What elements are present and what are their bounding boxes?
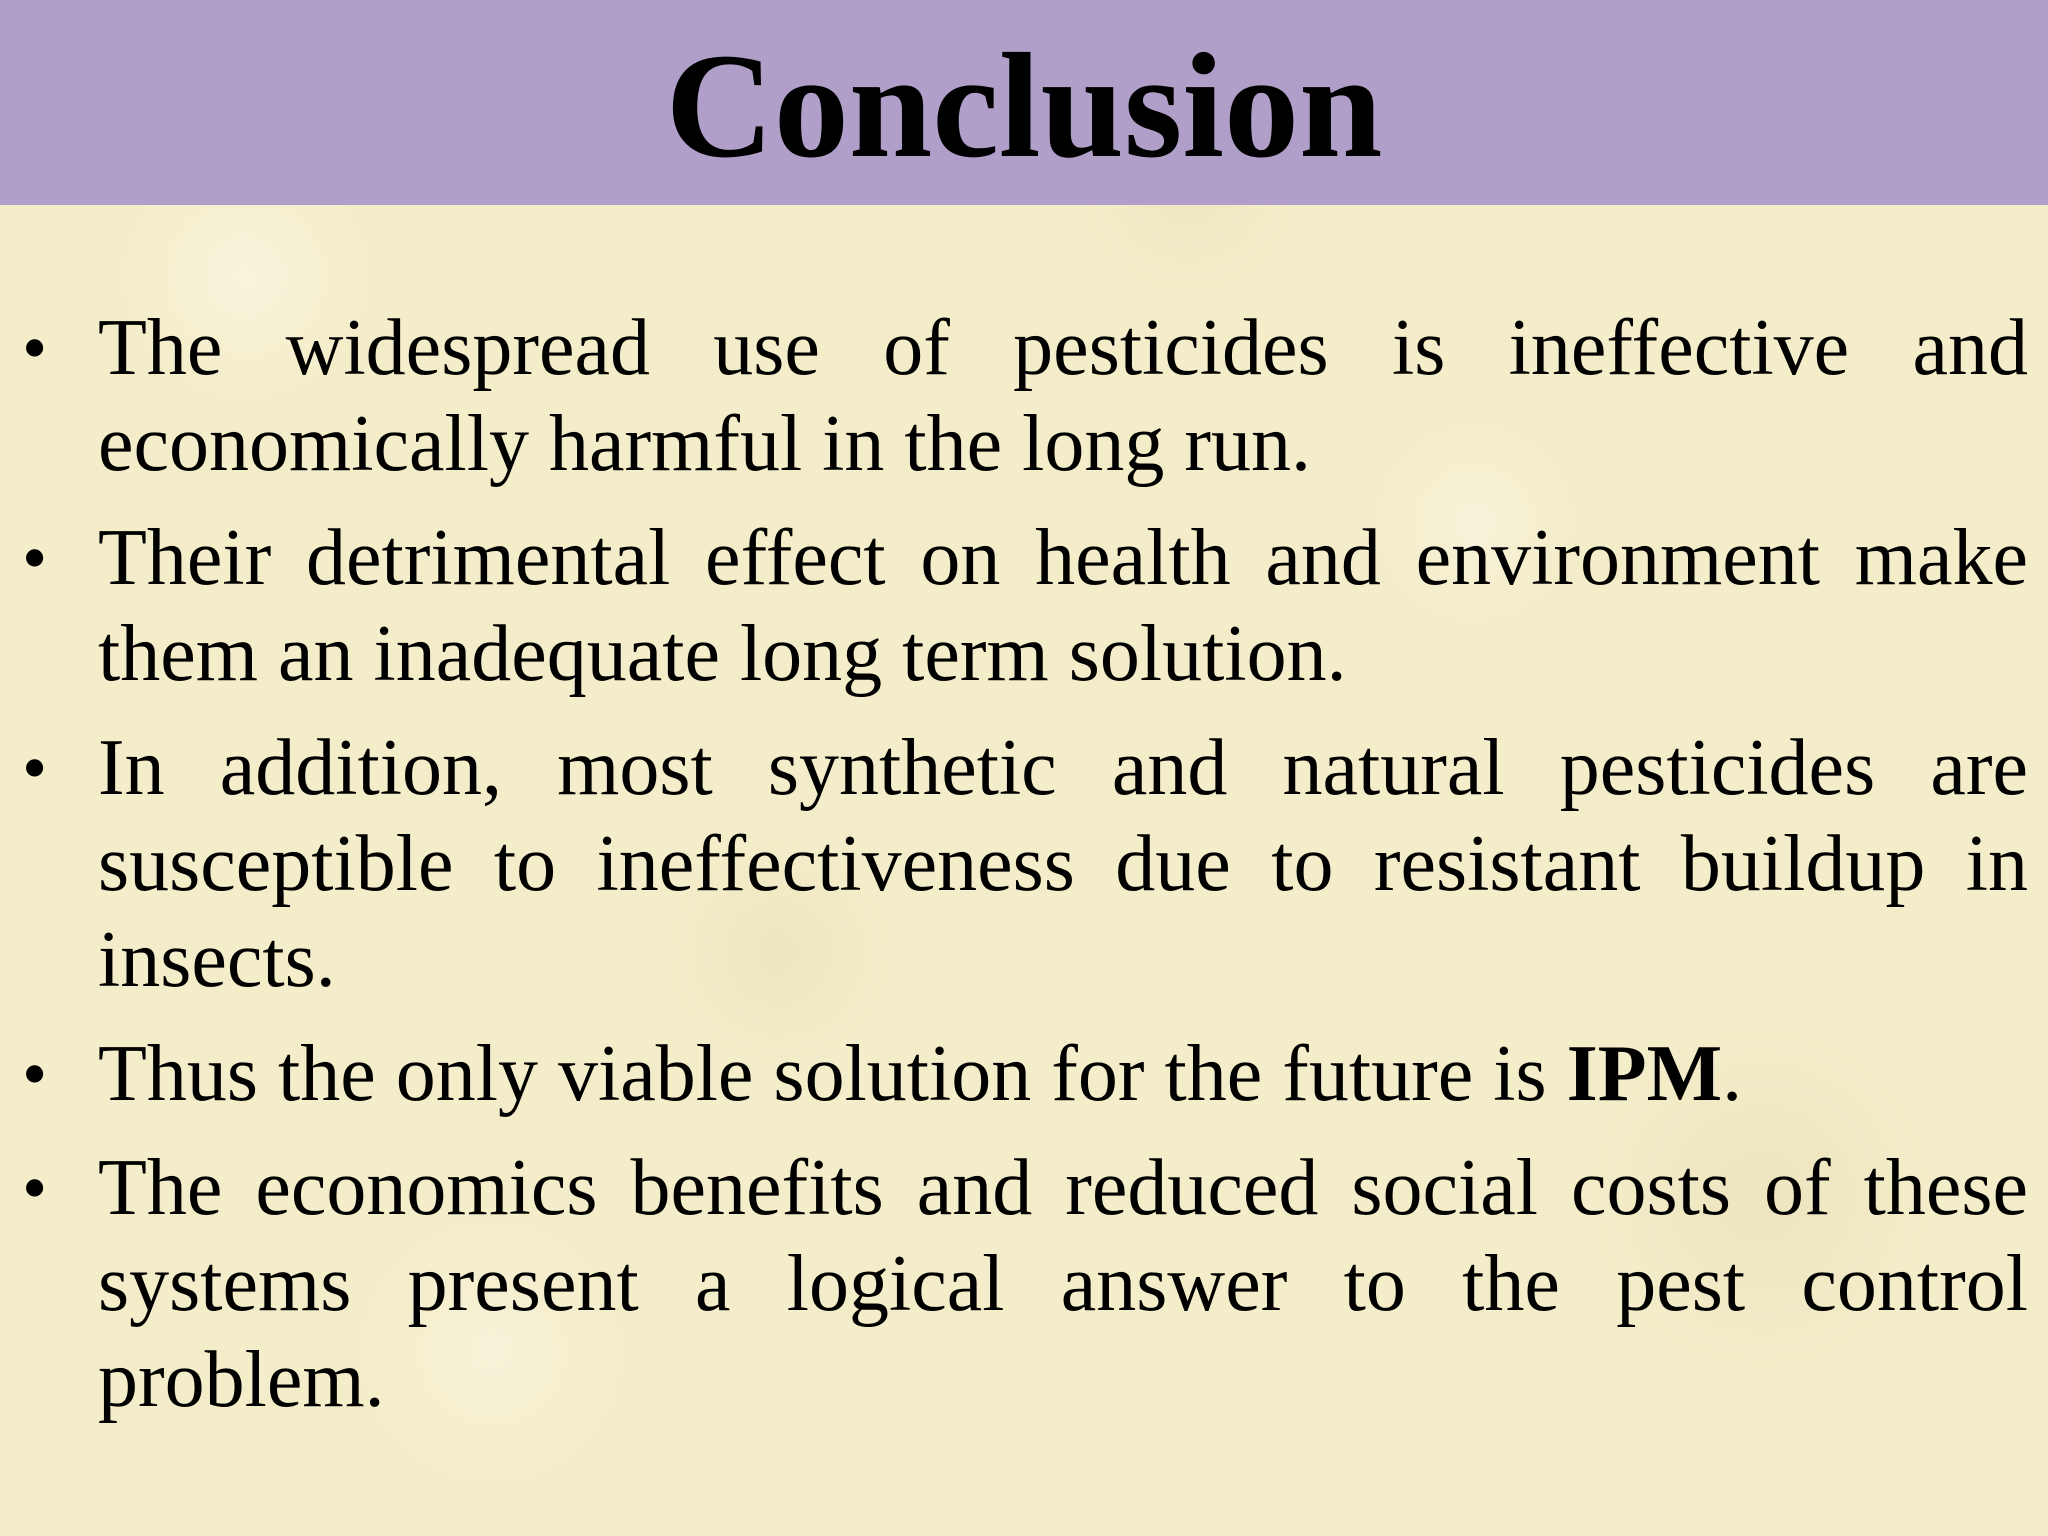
bullet-text: In addition, most synthetic and natural … (98, 724, 2028, 1004)
bullet-icon: • (22, 728, 48, 808)
bullet-icon: • (22, 1148, 48, 1228)
bullet-item: • The economics benefits and reduced soc… (0, 1140, 2048, 1428)
bullet-icon: • (22, 518, 48, 598)
ipm-emphasis: IPM (1566, 1030, 1723, 1118)
bullet-text-before: Thus the only viable solution for the fu… (98, 1030, 1567, 1118)
bullet-list: • The widespread use of pesticides is in… (0, 300, 2048, 1446)
bullet-item: • Their detrimental effect on health and… (0, 510, 2048, 702)
bullet-text: The economics benefits and reduced socia… (98, 1144, 2028, 1424)
bullet-item: • The widespread use of pesticides is in… (0, 300, 2048, 492)
bullet-item: • In addition, most synthetic and natura… (0, 720, 2048, 1008)
slide-title: Conclusion (665, 22, 1383, 189)
bullet-text-ipm: Thus the only viable solution for the fu… (98, 1026, 2028, 1122)
bullet-item: • Thus the only viable solution for the … (0, 1026, 2048, 1122)
title-bar: Conclusion (0, 0, 2048, 205)
bullet-icon: • (22, 1034, 48, 1114)
bullet-text-after: . (1722, 1030, 1743, 1118)
bullet-text: Their detrimental effect on health and e… (98, 514, 2028, 698)
bullet-text: The widespread use of pesticides is inef… (98, 304, 2028, 488)
bullet-icon: • (22, 308, 48, 388)
